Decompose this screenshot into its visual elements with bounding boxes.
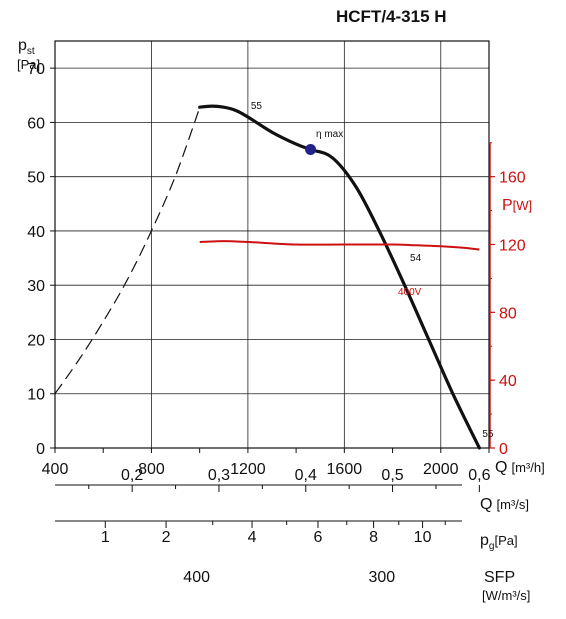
scale-tick-label: 2 [162,529,171,546]
annotation-label: 55 [251,101,263,112]
scale-tick-label: 10 [414,529,432,546]
sfp-unit: [W/m³/s] [482,588,530,603]
power-axis-label: P[W] [502,197,532,214]
flow-tick-label: 1600 [327,461,363,478]
flow-tick-label: 800 [138,461,165,478]
pressure-tick-label: 20 [27,332,45,349]
scale-tick-label: 0,5 [381,467,403,484]
scale-tick-label: 4 [248,529,257,546]
power-curve-400v [199,240,480,251]
power-tick-label: 0 [499,441,508,458]
pressure-axis-unit: [Pa] [17,57,40,72]
annotation-label: η max [316,129,343,140]
pressure-tick-label: 40 [27,224,45,241]
flow-tick-label: 400 [42,461,69,478]
plot-frame [54,40,490,449]
scale-tick-label: 300 [368,569,395,586]
pressure-tick-label: 30 [27,278,45,295]
power-tick-label: 120 [499,238,526,255]
annotation-label: 55 [482,429,494,440]
pg-scale: 1 2 4 6 8 10 [55,520,462,546]
pressure-tick-label: 60 [27,115,45,132]
pressure-tick-label: 70 [27,61,45,78]
annotation-label: 54 [410,253,422,264]
power-tick-label: 80 [499,305,517,322]
plot-grid [55,41,489,448]
chart-title: HCFT/4-315 H [336,7,447,26]
pressure-axis: 0 10 20 30 40 50 60 70 [27,61,55,458]
flow-tick-label: 1200 [230,461,266,478]
scale-tick-label: 0,4 [295,467,317,484]
pressure-tick-label: 10 [27,387,45,404]
flow-tick-label: 2000 [423,461,459,478]
scale-tick-label: 0,2 [121,467,143,484]
sfp-scale: 400300240200 [183,569,395,586]
pg-label: pg[Pa] [480,532,518,552]
pressure-curve [198,104,481,450]
power-tick-label: 160 [499,170,526,187]
flow-m3s-scale: 0,2 0,3 0,4 0,5 0,6 [55,467,491,492]
scale-tick-label: 6 [314,529,323,546]
eta-max-marker [305,144,317,156]
scale-tick-label: 0,6 [468,467,490,484]
flow-axis-label: Q [m³/h] [495,459,545,476]
pressure-tick-label: 50 [27,170,45,187]
sfp-label: SFP [484,569,515,586]
annotations: 55 η max 54 55 400V [251,101,494,440]
pressure-tick-label: 0 [36,441,45,458]
pressure-axis-label: pst [18,37,35,57]
flow-m3s-label: Q [m³/s] [480,496,529,513]
scale-tick-label: 400 [183,569,210,586]
annotation-label: 400V [398,287,422,298]
flow-axis: 400 800 1200 1600 2000 [42,448,490,478]
curves [54,104,481,450]
power-tick-label: 40 [499,373,517,390]
power-axis: 0 40 80 120 160 [489,142,526,458]
scale-tick-label: 1 [101,529,110,546]
scale-tick-label: 8 [369,529,378,546]
pressure-curve-dashed [54,107,201,395]
scale-tick-label: 0,3 [208,467,230,484]
